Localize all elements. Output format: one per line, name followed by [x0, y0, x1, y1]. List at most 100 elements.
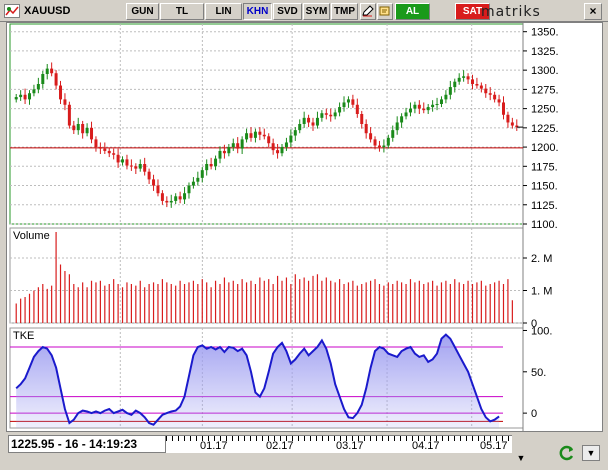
candle	[470, 79, 474, 84]
candle	[515, 125, 519, 128]
chart-canvas[interactable]: 1350. 1325. 1300. 1275. 1250. 1225. 1200. 1175.…	[6, 22, 603, 432]
tke-tick-label: 50.	[531, 367, 546, 379]
candle	[156, 185, 160, 194]
candle	[382, 145, 386, 148]
candle	[506, 114, 510, 123]
tke-tick-label: 0	[531, 408, 537, 420]
candle	[222, 150, 226, 154]
price-readout: 1225.95 - 16 - 14:19:23	[8, 435, 166, 453]
candle	[373, 139, 377, 146]
tke-tick-label: 100.	[531, 325, 552, 337]
candle	[98, 147, 102, 149]
candle	[81, 124, 85, 134]
candle	[307, 117, 311, 123]
price-tick-label: 1200.	[531, 142, 559, 154]
candle	[191, 181, 195, 186]
candle	[497, 99, 501, 103]
symbol-label[interactable]: XAUUSD	[24, 5, 71, 17]
candle	[466, 76, 470, 80]
candle	[41, 74, 45, 84]
candle	[240, 139, 244, 149]
candle	[50, 68, 54, 74]
sell-button[interactable]: SAT	[455, 3, 490, 20]
price-tick-label: 1175.	[531, 161, 558, 173]
candle	[245, 133, 249, 140]
month-label: 05.17	[480, 440, 508, 452]
linear-button[interactable]: LIN	[205, 3, 242, 20]
candle	[311, 122, 315, 126]
candle	[408, 108, 412, 113]
candle	[121, 159, 125, 163]
candle	[431, 104, 435, 108]
tke-title: TKE	[13, 330, 34, 342]
candle	[28, 93, 32, 100]
candle	[94, 139, 98, 148]
candle	[346, 99, 350, 103]
candle	[178, 196, 182, 200]
chevron-down-icon[interactable]: ▼	[582, 445, 600, 461]
candle	[258, 131, 262, 135]
svd-button[interactable]: SVD	[273, 3, 302, 20]
time-axis-ticks	[166, 436, 512, 441]
candle	[200, 170, 204, 178]
candle	[36, 84, 40, 90]
candle	[457, 77, 461, 82]
volume-tick-label: 2. M	[531, 253, 552, 265]
candle	[426, 107, 430, 111]
time-axis[interactable]: 01.17 02.17 03.17 04.17 05.17	[166, 435, 512, 453]
candle	[143, 164, 147, 172]
candle	[377, 145, 381, 148]
candle	[364, 124, 368, 134]
candle	[417, 104, 421, 109]
edit-icon[interactable]	[360, 3, 376, 20]
candle	[293, 130, 297, 136]
candle	[289, 135, 293, 143]
candle	[302, 117, 306, 124]
draw-tools-icon[interactable]	[377, 3, 393, 20]
period-daily-button[interactable]: GUN	[126, 3, 159, 20]
candle	[67, 104, 71, 126]
time-axis-menu-icon[interactable]: ▼	[516, 453, 526, 463]
candle	[76, 124, 80, 131]
instrument-icon[interactable]	[4, 4, 20, 18]
candle	[351, 99, 355, 105]
candle	[72, 125, 76, 131]
price-tick-label: 1125.	[531, 200, 558, 212]
candle	[444, 94, 448, 100]
candle	[324, 113, 328, 115]
candle	[231, 143, 235, 148]
candle	[116, 154, 120, 163]
volume-title: Volume	[13, 230, 50, 242]
candle	[129, 165, 133, 167]
tl-button[interactable]: TL	[160, 3, 204, 20]
price-tick-label: 1350.	[531, 27, 559, 39]
symbol-button[interactable]: SYM	[303, 3, 330, 20]
refresh-icon[interactable]	[558, 444, 576, 462]
candle	[501, 102, 505, 115]
candle	[45, 68, 49, 74]
close-button[interactable]: ×	[584, 3, 602, 20]
candle	[112, 153, 116, 155]
candle	[510, 122, 514, 126]
price-tick-label: 1275.	[531, 84, 559, 96]
candle	[369, 133, 373, 140]
candle	[400, 116, 404, 123]
price-tick-label: 1100.	[531, 219, 558, 231]
candle	[435, 104, 439, 105]
candle	[395, 122, 399, 131]
candle	[236, 143, 240, 149]
candle	[413, 104, 417, 109]
price-tick-label: 1325.	[531, 46, 559, 58]
candle	[262, 134, 266, 137]
candle	[315, 117, 319, 126]
candle	[271, 143, 275, 151]
buy-button[interactable]: AL	[395, 3, 430, 20]
candle	[479, 85, 483, 89]
candle	[152, 179, 156, 186]
template-button[interactable]: TMP	[331, 3, 358, 20]
candle-button[interactable]: KHN	[243, 3, 272, 20]
matriks-logo: matriks	[481, 4, 541, 20]
month-label: 02.17	[266, 440, 294, 452]
candle	[493, 94, 497, 100]
candle	[107, 150, 111, 154]
